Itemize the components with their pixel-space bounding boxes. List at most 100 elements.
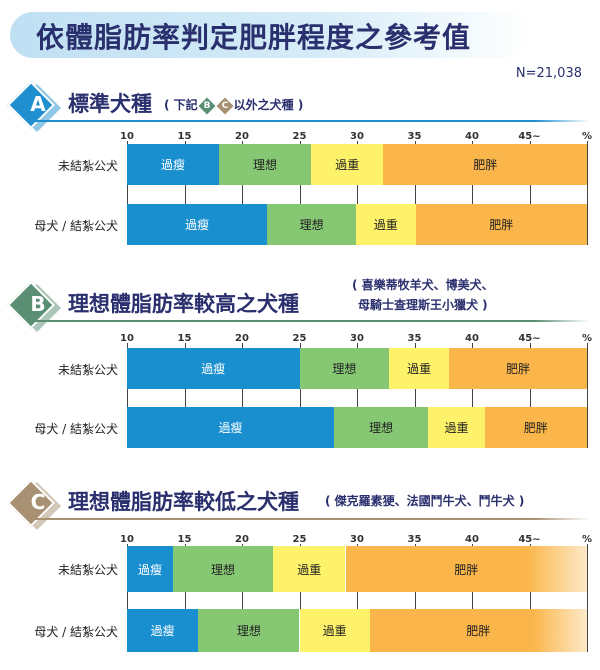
- section-rule: [30, 518, 590, 520]
- axis-tick-label: 15: [177, 534, 192, 545]
- bar-segment-overweight: 過重: [355, 204, 416, 245]
- section-rule: [30, 120, 590, 122]
- bar-segment-ideal: 理想: [219, 144, 311, 185]
- gridline: [299, 544, 301, 652]
- axis-tick-label: 45~: [518, 534, 541, 545]
- section-subtitle-line: ( 喜樂蒂牧羊犬、博美犬、: [352, 278, 494, 292]
- bar-segment-obese: 肥胖: [369, 609, 587, 652]
- axis-tick-label: 15: [177, 333, 192, 344]
- bar-segment-obese: 肥胖: [383, 144, 587, 185]
- gridline: [357, 544, 358, 652]
- gridline: [242, 343, 243, 448]
- badge-letter: C: [30, 490, 46, 514]
- subtitle-text: 以外之犬種 ): [233, 98, 304, 112]
- bar-segment-ideal: 理想: [173, 546, 274, 592]
- axis-tick-label: 35: [407, 534, 422, 545]
- gridline: [472, 343, 473, 448]
- gridline: [242, 141, 243, 245]
- bar-segment-overweight: 過重: [273, 546, 346, 592]
- sample-size: N=21,038: [515, 66, 582, 81]
- row-label: 母犬 / 結紮公犬: [34, 218, 118, 233]
- axis-tick-label: 20: [235, 333, 249, 344]
- gridline: [357, 141, 358, 245]
- bar-segment-obese: 肥胖: [449, 348, 587, 389]
- gridline: [414, 544, 416, 652]
- axis-tick-label: 45~: [518, 333, 541, 344]
- subtitle-text: ( 下記: [164, 98, 198, 112]
- badge-letter: A: [30, 92, 46, 116]
- row-label: 未結紮公犬: [57, 563, 118, 577]
- gridline: [127, 544, 128, 652]
- axis-tick-label: %: [581, 131, 593, 142]
- bar-segment-ideal: 理想: [299, 348, 390, 389]
- axis-tick-label: 30: [350, 131, 364, 142]
- page-title: 依體脂肪率判定肥胖程度之參考值: [36, 21, 472, 54]
- gridline: [529, 141, 531, 245]
- section-subtitle: ( 下記 B C 以外之犬種 ): [164, 96, 303, 114]
- bar-segment-ideal: 理想: [267, 204, 356, 245]
- section-subtitle-line: ( 傑克羅素㹴、法國鬥牛犬、鬥牛犬 ): [325, 494, 525, 508]
- section-title: 理想體脂肪率較低之犬種: [68, 490, 299, 514]
- gridline: [472, 544, 473, 652]
- badge-letter: B: [203, 100, 211, 111]
- gridline: [184, 343, 186, 448]
- gridline: [299, 141, 301, 245]
- axis-tick-label: %: [581, 534, 593, 545]
- row-label: 母犬 / 結紮公犬: [34, 421, 118, 436]
- title-band: [10, 12, 530, 58]
- bar-segment-overweight: 過重: [428, 407, 485, 448]
- bar-segment-obese: 肥胖: [345, 546, 587, 592]
- axis-tick-label: 40: [465, 534, 479, 545]
- gridline: [242, 544, 243, 652]
- axis-tick-label: 25: [292, 534, 307, 545]
- row-label: 未結紮公犬: [57, 158, 118, 173]
- axis-tick-label: 20: [235, 534, 249, 545]
- section-title: 理想體脂肪率較高之犬種: [68, 292, 299, 316]
- axis-tick-label: 10: [120, 131, 134, 142]
- bar-segment-overweight: 過重: [311, 144, 384, 185]
- axis-tick-label: 30: [350, 534, 364, 545]
- gridline: [299, 343, 301, 448]
- badge-letter: B: [30, 292, 46, 316]
- bar-segment-overweight: 過重: [389, 348, 449, 389]
- axis-tick-label: 40: [465, 333, 479, 344]
- bar-segment-underweight: 過瘦: [127, 204, 268, 245]
- section-title: 標準犬種: [68, 92, 152, 116]
- axis-tick-label: 25: [292, 131, 307, 142]
- axis-tick-label: %: [581, 333, 593, 344]
- bar-segment-underweight: 過瘦: [127, 407, 334, 448]
- gridline: [587, 141, 588, 245]
- axis-tick-label: 10: [120, 534, 134, 545]
- axis-tick-label: 35: [407, 131, 422, 142]
- section-subtitle-line: 母騎士查理斯王小獵犬 ): [358, 298, 488, 312]
- axis-tick-label: 20: [235, 131, 249, 142]
- row-label: 母犬 / 結紮公犬: [34, 624, 118, 639]
- bar-segment-ideal: 理想: [334, 407, 429, 448]
- bar-segment-underweight: 過瘦: [127, 348, 300, 389]
- axis-tick-label: 40: [465, 131, 479, 142]
- badge-b-icon: B: [198, 97, 216, 114]
- bar-segment-obese: 肥胖: [415, 204, 587, 245]
- gridline: [587, 343, 588, 448]
- gridline: [357, 343, 358, 448]
- axis-tick-label: 35: [407, 333, 422, 344]
- axis-tick-label: 45~: [518, 131, 541, 142]
- gridline: [127, 343, 128, 448]
- axis-tick-label: 30: [350, 333, 364, 344]
- badge-letter: C: [221, 100, 228, 111]
- axis-tick-label: 25: [292, 333, 307, 344]
- bar-segment-overweight: 過重: [299, 609, 370, 652]
- row-label: 未結紮公犬: [57, 362, 118, 377]
- gridline: [529, 343, 531, 448]
- bar-segment-underweight: 過瘦: [127, 144, 219, 185]
- bar-segment-underweight: 過瘦: [127, 609, 199, 652]
- bar-segment-obese: 肥胖: [484, 407, 587, 448]
- gridline: [529, 544, 531, 652]
- axis-tick-label: 15: [177, 131, 192, 142]
- gridline: [184, 141, 186, 245]
- section-rule: [30, 320, 590, 322]
- gridline: [127, 141, 128, 245]
- gridline: [472, 141, 473, 245]
- badge-c-icon: C: [216, 97, 234, 114]
